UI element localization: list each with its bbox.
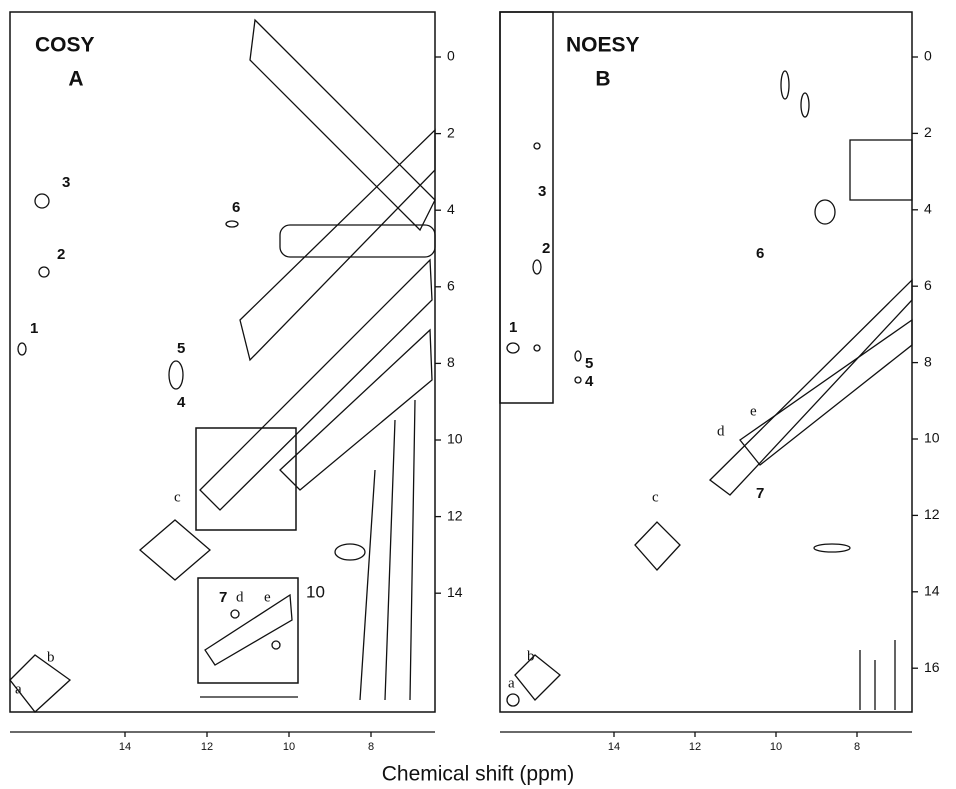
y-tick-label: 14	[447, 584, 463, 600]
x-tick-label: 14	[119, 741, 131, 753]
x-tick-label: 8	[854, 741, 860, 753]
x-tick-label: 10	[770, 741, 782, 753]
inset-label: 7	[219, 589, 227, 606]
panel-a-frame	[9, 11, 436, 713]
x-tick-label: 8	[368, 741, 374, 753]
panel-title: NOESY	[566, 34, 640, 57]
panel-b-frame	[499, 11, 913, 713]
peak-label: d	[717, 423, 725, 439]
y-tick-label: 2	[924, 124, 932, 140]
peak-label: a	[508, 675, 515, 691]
x-tick-label: 12	[201, 741, 213, 753]
y-tick-label: 0	[924, 48, 932, 64]
peak-label: 3	[62, 174, 70, 191]
inset-frame	[197, 577, 299, 684]
y-tick-label: 16	[924, 659, 940, 675]
inset-label: e	[264, 589, 271, 605]
contours-b	[506, 70, 913, 710]
y-tick-label: 10	[447, 431, 463, 447]
y-tick-label: 8	[924, 353, 932, 369]
peak-label: 3	[538, 183, 546, 200]
peak-label: 5	[585, 355, 593, 372]
peak-label: 1	[30, 320, 38, 337]
y-tick-label: 8	[447, 354, 455, 370]
peak-label: 4	[177, 394, 186, 411]
x-tick-label: 14	[608, 741, 620, 753]
y-tick-label: 10	[924, 430, 940, 446]
y-tick-label: 14	[924, 583, 940, 599]
panel-b-region	[499, 11, 554, 404]
peak-label: b	[527, 648, 535, 664]
y-tick-label: 12	[447, 507, 463, 523]
peak-label: 6	[232, 199, 240, 216]
peak-label: 7	[756, 485, 764, 502]
peak-label: 6	[756, 245, 764, 262]
y-tick-label: 6	[924, 277, 932, 293]
peak-label: 1	[509, 319, 517, 336]
panel-title: COSY	[35, 34, 95, 57]
y-tick-label: 2	[447, 124, 455, 140]
peak-label: c	[174, 489, 181, 505]
panel-letter: A	[68, 68, 83, 91]
y-tick-label: 4	[924, 201, 932, 217]
inset-label: d	[236, 589, 244, 605]
zoom-box	[195, 427, 297, 531]
peak-label: 2	[57, 246, 65, 263]
panel-letter: B	[595, 68, 610, 91]
peak-label: 2	[542, 240, 550, 257]
x-axis-label: Chemical shift (ppm)	[382, 763, 575, 786]
peak-label: b	[47, 649, 55, 665]
x-tick-label: 10	[283, 741, 295, 753]
y-tick-label: 4	[447, 201, 455, 217]
peak-label: 4	[585, 373, 594, 390]
peak-label: 5	[177, 340, 185, 357]
y-tick-label: 0	[447, 48, 455, 64]
y-tick-label: 6	[447, 278, 455, 294]
inset-tick-label: 10	[306, 582, 325, 601]
peak-label: e	[750, 403, 757, 419]
x-tick-label: 12	[689, 741, 701, 753]
y-tick-label: 12	[924, 506, 940, 522]
contours-a	[9, 18, 436, 713]
peak-label: a	[15, 681, 22, 697]
peak-label: c	[652, 489, 659, 505]
